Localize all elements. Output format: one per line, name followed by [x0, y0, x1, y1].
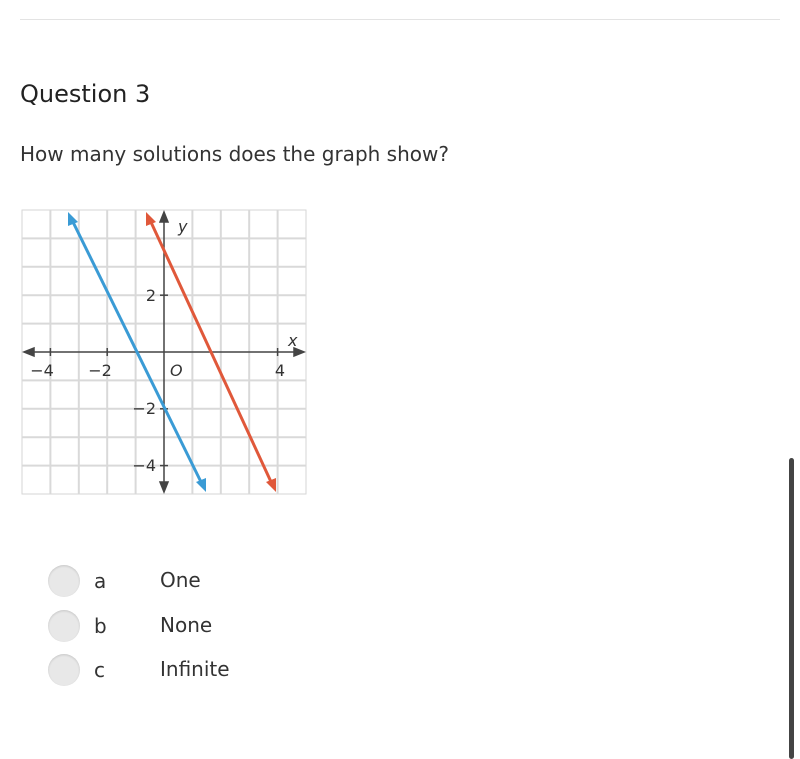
- option-letter: c: [94, 658, 105, 682]
- question-prompt: How many solutions does the graph show?: [20, 142, 449, 166]
- arrowhead: [266, 478, 276, 492]
- option[interactable]: a One: [48, 565, 348, 597]
- divider: [20, 19, 780, 20]
- radio-button[interactable]: [48, 654, 80, 686]
- radio-button[interactable]: [48, 610, 80, 642]
- x-axis-label: x: [287, 331, 298, 350]
- origin-label: O: [170, 361, 183, 380]
- x-tick-label: −2: [88, 361, 112, 380]
- y-tick-label: −4: [132, 456, 156, 475]
- y-tick-label: −2: [132, 399, 156, 418]
- x-tick-label: −4: [30, 361, 54, 380]
- radio-button[interactable]: [48, 565, 80, 597]
- arrowhead: [68, 212, 78, 226]
- option-text[interactable]: Infinite: [160, 657, 230, 681]
- arrowhead: [196, 478, 206, 492]
- y-tick-label: 2: [146, 286, 156, 305]
- y-axis-label: y: [177, 217, 188, 236]
- question-title: Question 3: [20, 80, 151, 108]
- graph: y x O −4 −2 4 2 −2 −4: [21, 209, 307, 495]
- x-tick-label: 4: [275, 361, 285, 380]
- option[interactable]: c Infinite: [48, 654, 348, 686]
- red-line: [148, 219, 274, 485]
- arrowhead: [146, 212, 156, 226]
- blue-line: [70, 219, 204, 485]
- scrollbar[interactable]: [789, 458, 794, 759]
- option[interactable]: b None: [48, 610, 348, 642]
- axes: [21, 209, 307, 495]
- option-letter: b: [94, 614, 107, 638]
- option-letter: a: [94, 569, 107, 593]
- option-text[interactable]: One: [160, 568, 201, 592]
- option-text[interactable]: None: [160, 613, 213, 637]
